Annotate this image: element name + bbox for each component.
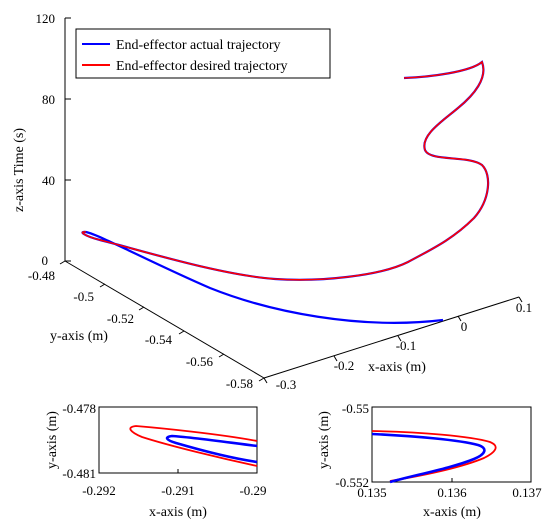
legend: End-effector actual trajectory End-effec… (75, 28, 331, 79)
x-tick-label: 0.1 (516, 300, 532, 315)
legend-label-actual: End-effector actual trajectory (116, 38, 281, 53)
x-axis-line (263, 296, 520, 379)
inset-right-frame (371, 406, 532, 483)
y-tick-label: -0.54 (145, 332, 173, 347)
inset-left-desired-line (129, 425, 258, 467)
x-axis-label: x-axis (m) (368, 360, 426, 375)
z-axis-label: z-axis Time (s) (12, 128, 27, 212)
inset-left-x-tick: -0.292 (82, 483, 116, 498)
legend-label-desired: End-effector desired trajectory (116, 59, 288, 74)
inset-right-x-label: x-axis (m) (423, 505, 481, 520)
inset-left-plot: -0.292 -0.291 -0.29 -0.478 -0.481 x-axis… (45, 401, 267, 520)
inset-left-x-tick: -0.291 (161, 483, 195, 498)
y-tick-label: -0.5 (73, 289, 94, 304)
inset-right-actual-line (371, 432, 486, 484)
x-tick-label: -0.2 (334, 358, 355, 373)
inset-right-y-label: y-axis (m) (317, 411, 332, 469)
x-tick-label: 0 (461, 319, 468, 334)
z-tick-label: 40 (42, 173, 55, 188)
main-3d-plot: 0 40 80 120 -0.48 -0.5 -0.52 -0.54 -0.56… (12, 11, 532, 392)
series-actual-line (81, 60, 490, 324)
series-desired-line (81, 60, 489, 281)
inset-left-frame (98, 406, 258, 474)
z-tick-label: 120 (36, 11, 56, 26)
inset-left-y-tick: -0.481 (62, 466, 96, 481)
z-ticks: 0 40 80 120 (36, 11, 71, 268)
inset-right-y-tick: -0.55 (342, 401, 369, 416)
inset-right-desired-line (371, 430, 497, 482)
inset-right-x-tick: 0.137 (512, 485, 542, 500)
y-tick-label: -0.56 (186, 354, 214, 369)
inset-right-plot: 0.135 0.136 0.137 -0.55 -0.552 x-axis (m… (317, 401, 542, 520)
y-tick-label: -0.48 (28, 268, 55, 283)
y-ticks: -0.48 -0.5 -0.52 -0.54 -0.56 -0.58 (28, 260, 265, 391)
inset-left-x-label: x-axis (m) (149, 505, 207, 520)
y-axis-line (64, 260, 265, 379)
z-tick-label: 80 (42, 92, 55, 107)
z-tick-label: 0 (42, 253, 49, 268)
legend-box (75, 28, 331, 79)
inset-left-y-tick: -0.478 (62, 401, 96, 416)
inset-right-x-tick: 0.136 (437, 485, 467, 500)
y-tick-label: -0.52 (107, 311, 134, 326)
y-axis-label: y-axis (m) (50, 329, 108, 344)
inset-right-x-tick: 0.135 (357, 485, 386, 500)
x-tick-label: -0.1 (396, 338, 417, 353)
inset-left-x-tick: -0.29 (239, 483, 266, 498)
inset-right-y-tick: -0.552 (335, 475, 369, 490)
x-tick-label: -0.3 (276, 377, 297, 392)
inset-left-actual-line (165, 434, 258, 464)
inset-left-y-label: y-axis (m) (45, 411, 60, 469)
y-tick-label: -0.58 (226, 376, 253, 391)
x-ticks: -0.3 -0.2 -0.1 0 0.1 (263, 296, 532, 392)
